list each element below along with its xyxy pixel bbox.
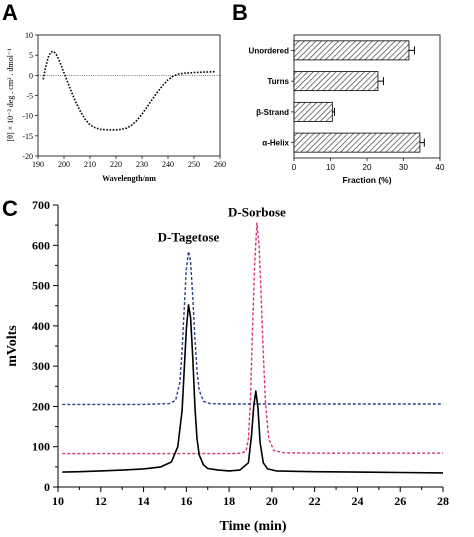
panel-a-xtick-label-3: 220 (110, 160, 122, 169)
panel-a-ytick-label-3: -5 (26, 92, 33, 101)
panel-c-xtick-label-3: 16 (180, 494, 192, 508)
panel-c-series-tagetose-dashed (62, 250, 443, 406)
panel-c-xtick-label-2: 14 (138, 494, 150, 508)
panel-b-category-label-3: α-Helix (262, 139, 289, 148)
panel-a-series-line (42, 50, 215, 131)
panel-a-ytick-label-0: -20 (22, 152, 33, 161)
panel-a-xtick-label-6: 250 (188, 160, 200, 169)
panel-a-xtick-label-7: 260 (214, 160, 226, 169)
panel-a-xtick-label-2: 210 (84, 160, 96, 169)
panel-b-label: B (232, 0, 248, 25)
panel-a-xtick-label-5: 240 (162, 160, 174, 169)
panel-c-ylabel: mVolts (5, 325, 20, 367)
panel-c-ytick-label-7: 700 (32, 198, 50, 212)
panel-b-bar-0 (293, 40, 410, 61)
panel-a-ytick-label-5: 5 (29, 51, 33, 60)
panel-b-xtick-label-0: 0 (292, 163, 297, 172)
panel-c-xtick-label-5: 20 (266, 494, 278, 508)
panel-b-category-label-1: Turns (267, 77, 289, 86)
panel-b-xtick-label-3: 30 (399, 163, 408, 172)
panel-c-ytick-label-1: 100 (32, 440, 50, 454)
panel-c-ytick-label-6: 600 (32, 238, 50, 252)
panel-b-category-label-2: β-Strand (256, 108, 289, 117)
panel-c-ytick-label-4: 400 (32, 319, 50, 333)
panel-b-bar-1 (293, 71, 379, 92)
panel-a-ylabel: [θ] × 10⁻³ deg . cm² . dmol⁻¹ (6, 48, 15, 142)
panel-c-ytick-label-5: 500 (32, 279, 50, 293)
panel-a-ytick-label-2: -10 (22, 112, 33, 121)
panel-c-xtick-label-7: 24 (351, 494, 363, 508)
panel-a-xlabel: Wavelength/nm (102, 174, 156, 183)
panel-c-label: C (2, 196, 18, 221)
panel-c-chart: 10 12 14 16 18 20 22 24 26 28 0 100 200 300 400 500 600 7… (5, 198, 449, 534)
panel-b-xtick-label-2: 20 (363, 163, 372, 172)
panel-a-label: A (2, 0, 18, 25)
panel-c-ytick-label-2: 200 (32, 399, 50, 413)
panel-c-xtick-label-8: 26 (394, 494, 406, 508)
panel-c-annotation-1: D-Sorbose (228, 204, 286, 219)
panel-a-xtick-label-1: 200 (58, 160, 70, 169)
panel-c-xtick-label-4: 18 (223, 494, 235, 508)
panel-b-category-label-0: Unordered (249, 46, 290, 55)
panel-a-xtick-label-0: 190 (32, 160, 44, 169)
panel-c-series-sorbose-dashed (62, 222, 443, 455)
panel-b-bar-2 (293, 101, 333, 122)
panel-a-frame (37, 34, 221, 157)
panel-b-bar-3 (293, 132, 421, 153)
panel-b-chart: 0 10 20 30 40 Unordered Turns β-Strand α-Helix F… (249, 34, 445, 185)
panel-c-xtick-label-1: 12 (95, 494, 107, 508)
panel-a-ytick-label-1: -15 (22, 132, 33, 141)
panel-c-ytick-label-3: 300 (32, 359, 50, 373)
panel-c-xtick-label-0: 10 (52, 494, 64, 508)
panel-c-ytick-label-0: 0 (44, 480, 50, 494)
panel-b-xlabel: Fraction (%) (342, 175, 391, 185)
panel-b-xtick-label-1: 10 (326, 163, 335, 172)
panel-a-chart: 190 200 210 220 230 240 250 260-20-15-10-50510 … (6, 31, 226, 183)
panel-c-xtick-label-9: 28 (437, 494, 449, 508)
panel-c-series-sample-solid (62, 304, 444, 474)
panel-b-xtick-label-4: 40 (436, 163, 445, 172)
panel-a-xtick-label-4: 230 (136, 160, 148, 169)
panel-c-xlabel: Time (min) (219, 519, 286, 534)
panel-a-ytick-label-6: 10 (25, 31, 33, 40)
panel-c-annotation-0: D-Tagetose (158, 229, 220, 244)
panel-c-xtick-label-6: 22 (309, 494, 321, 508)
panel-a-ytick-label-4: 0 (29, 71, 33, 80)
